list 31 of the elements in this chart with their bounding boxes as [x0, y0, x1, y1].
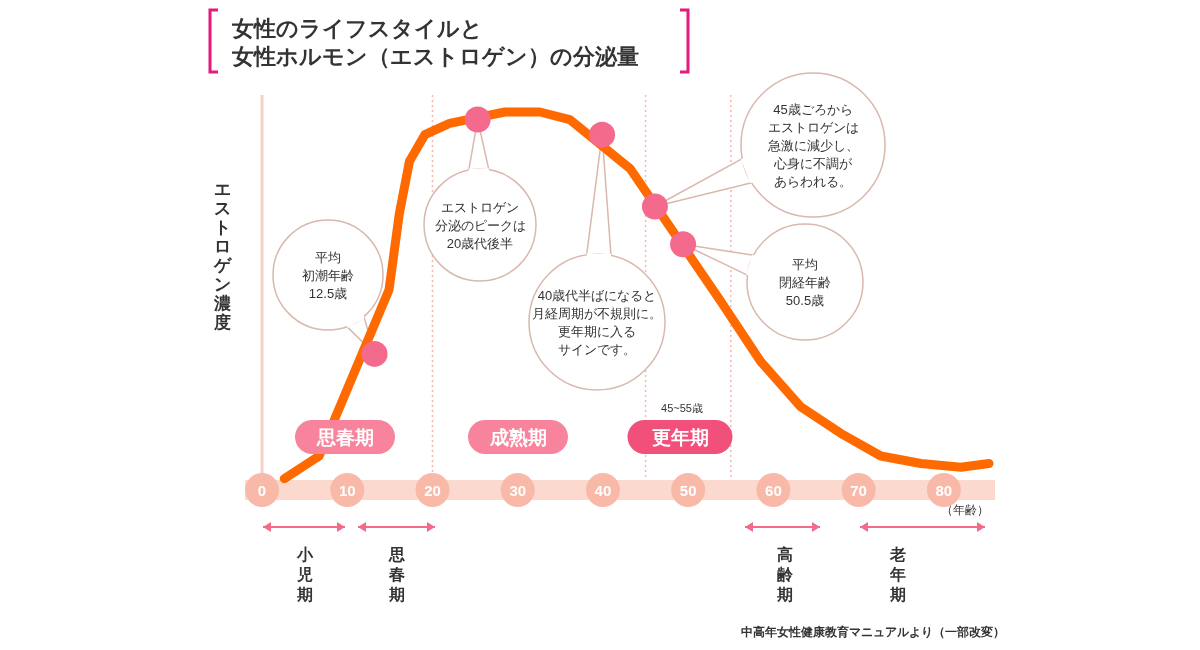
x-tick-label: 50: [679, 482, 697, 499]
x-tick-label: 70: [850, 482, 867, 499]
annotation: 成熟期: [488, 427, 547, 448]
annotation: 45歳ごろからエストロゲンは急激に減少し、心身に不調があらわれる。: [766, 102, 859, 189]
annotation: 45~55歳: [661, 402, 703, 414]
point: [361, 340, 388, 367]
chart-title: 女性のライフスタイルと女性ホルモン（エストロゲン）の分泌量: [231, 16, 639, 69]
x-tick-label: 40: [594, 482, 612, 499]
annotation: 平均初潮年齢12.5歳: [302, 250, 354, 301]
x-axis-title: （年齢）: [941, 503, 989, 517]
point: [670, 231, 697, 258]
annotation: 40歳代半ばになると月経周期が不規則に。更年期に入るサインです。: [532, 288, 662, 357]
text: 思春期: [388, 546, 405, 603]
x-tick-label: 0: [257, 482, 267, 499]
y-axis-title: エストロゲン濃度: [212, 180, 233, 332]
text: 高齢期: [776, 545, 794, 603]
point: [589, 121, 616, 148]
annotation: 思春期: [315, 427, 374, 448]
point: [464, 106, 491, 133]
text: 老年期: [889, 546, 906, 603]
annotation: 平均閉経年齢50.5歳: [779, 257, 831, 308]
point: [641, 193, 668, 220]
annotation: 更年期: [651, 427, 709, 448]
x-tick-label: 20: [424, 482, 441, 499]
text: 中高年女性健康教育マニュアルより（一部改変）: [741, 625, 1005, 639]
text: 小児期: [296, 546, 314, 603]
x-tick-label: 80: [935, 482, 953, 499]
annotation: エストロゲン分泌のピークは20歳代後半: [434, 200, 526, 251]
x-tick-label: 10: [338, 482, 356, 499]
x-tick-label: 60: [765, 482, 782, 499]
x-tick-label: 30: [509, 482, 527, 499]
